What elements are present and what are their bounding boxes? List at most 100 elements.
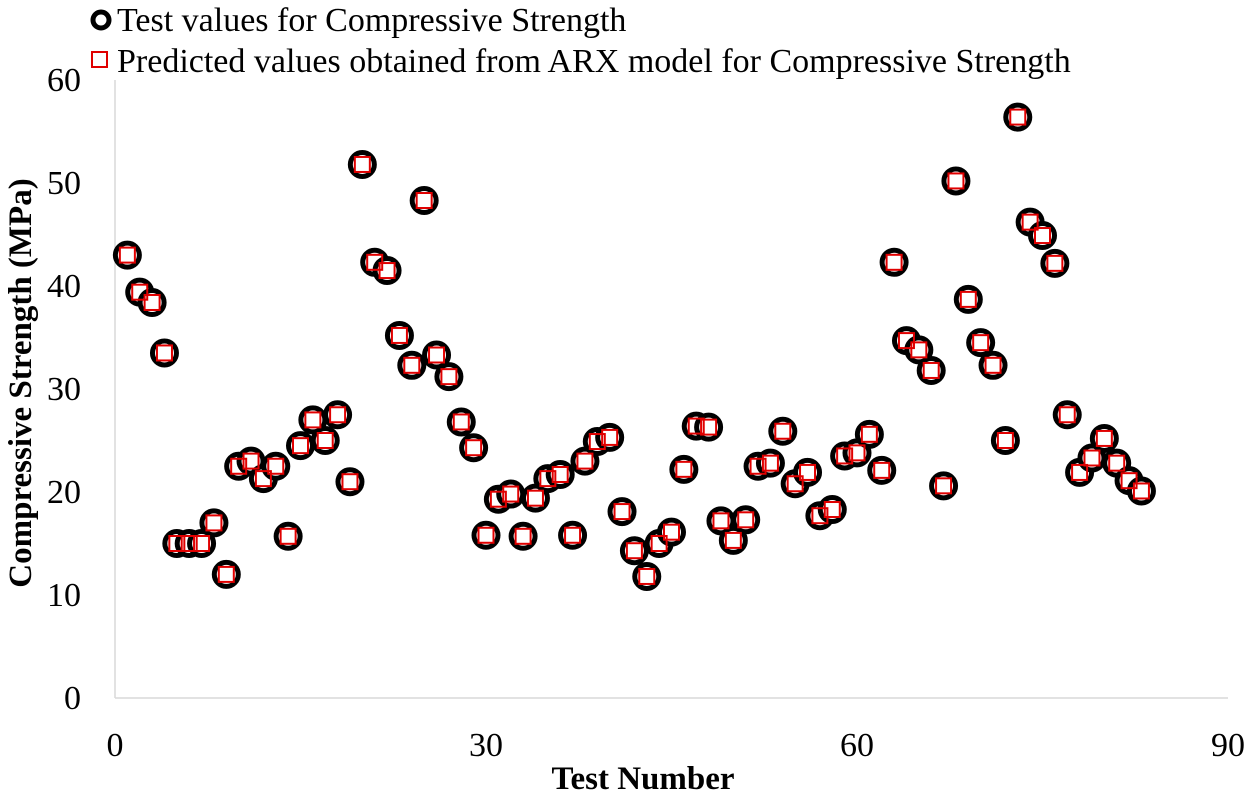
test-value-point (867, 455, 897, 485)
predicted-value-point (601, 428, 619, 446)
test-value-point (187, 529, 217, 558)
predicted-value-point (588, 433, 606, 451)
test-value-point (211, 559, 241, 589)
test-value-point (1052, 400, 1082, 430)
test-value-point (854, 419, 884, 449)
test-value-point (669, 454, 699, 484)
predicted-value-point (749, 457, 767, 475)
predicted-value-point (650, 535, 668, 552)
predicted-value-point (205, 514, 223, 532)
test-value-point (1126, 476, 1156, 506)
test-value-point (384, 320, 414, 350)
predicted-value-point (242, 452, 260, 470)
legend-circle-marker (90, 9, 112, 31)
predicted-value-point (477, 526, 495, 544)
predicted-value-point (576, 452, 594, 470)
test-value-point (879, 247, 909, 277)
predicted-value-point (230, 457, 248, 475)
test-value-point (422, 340, 452, 370)
y-tick-label: 0 (64, 680, 81, 717)
predicted-value-point (724, 531, 742, 549)
predicted-value-point (390, 326, 408, 344)
predicted-value-point (155, 344, 173, 362)
test-value-point (657, 517, 686, 547)
test-value-point (112, 240, 142, 270)
predicted-value-point (848, 444, 866, 462)
predicted-value-point (1021, 213, 1039, 231)
test-value-point (347, 149, 377, 179)
predicted-value-point (700, 418, 718, 436)
predicted-value-point (539, 470, 557, 488)
y-axis-ticks: 0 10 20 30 40 50 60 (47, 62, 81, 717)
predicted-value-point (737, 511, 755, 529)
y-tick-label: 10 (47, 577, 81, 614)
predicted-value-point (786, 475, 804, 493)
predicted-value-point (465, 439, 483, 457)
plot-area (114, 80, 1228, 699)
x-tick-label: 60 (840, 727, 874, 764)
test-value-point (508, 521, 538, 551)
predicted-value-point (1046, 254, 1064, 272)
predicted-value-point (279, 527, 297, 545)
legend-item-test: Test values for Compressive Strength (90, 2, 626, 39)
test-value-point (273, 521, 303, 551)
predicted-value-point (267, 457, 285, 475)
predicted-value-point (551, 465, 569, 483)
legend-label-predicted: Predicted values obtained from ARX model… (117, 43, 1071, 80)
test-value-point (607, 497, 637, 527)
data-markers (112, 102, 1156, 591)
predicted-value-point (774, 422, 792, 440)
test-value-point (978, 350, 1008, 380)
predicted-value-point (625, 542, 643, 560)
test-value-point (731, 505, 761, 535)
predicted-value-point (353, 155, 371, 173)
test-value-point (619, 536, 649, 566)
test-value-point (916, 355, 946, 385)
predicted-value-point (1009, 108, 1027, 126)
predicted-value-point (811, 507, 829, 525)
x-tick-label: 0 (107, 727, 124, 764)
predicted-value-point (329, 406, 347, 424)
predicted-value-point (922, 361, 940, 379)
predicted-value-point (984, 356, 1002, 374)
predicted-value-point (168, 535, 186, 552)
test-value-point (966, 328, 996, 358)
predicted-value-point (897, 332, 915, 350)
predicted-value-point (564, 526, 582, 544)
predicted-value-point (292, 437, 309, 455)
predicted-value-point (452, 413, 470, 431)
predicted-value-point (131, 283, 149, 301)
predicted-value-point (947, 172, 965, 190)
test-value-point (755, 448, 785, 478)
x-tick-label: 90 (1211, 727, 1245, 764)
predicted-value-point (526, 489, 544, 507)
test-value-point (817, 495, 847, 525)
y-tick-label: 30 (47, 371, 81, 408)
test-value-point (595, 422, 625, 452)
predicted-value-point (1108, 454, 1126, 472)
x-axis-ticks: 0 30 60 90 (107, 727, 1246, 764)
test-value-point (323, 400, 353, 430)
y-tick-label: 60 (47, 62, 81, 99)
predicted-value-point (675, 460, 693, 478)
predicted-value-point (972, 334, 990, 352)
predicted-value-point (1083, 449, 1101, 467)
y-tick-label: 20 (47, 474, 81, 511)
predicted-value-point (514, 527, 532, 545)
predicted-value-point (316, 432, 334, 449)
predicted-value-point (910, 341, 928, 359)
test-value-point (149, 338, 179, 368)
predicted-value-point (1095, 429, 1113, 447)
test-value-point (718, 525, 748, 555)
predicted-value-point (428, 346, 446, 364)
test-value-point (471, 520, 501, 550)
predicted-value-point (1132, 482, 1150, 500)
predicted-value-point (1120, 472, 1138, 490)
predicted-value-point (959, 290, 977, 308)
legend-square-marker (91, 51, 108, 68)
legend-label-test: Test values for Compressive Strength (117, 2, 626, 39)
test-value-point (1040, 248, 1070, 278)
predicted-value-point (1034, 227, 1051, 245)
test-value-point (1003, 102, 1033, 132)
